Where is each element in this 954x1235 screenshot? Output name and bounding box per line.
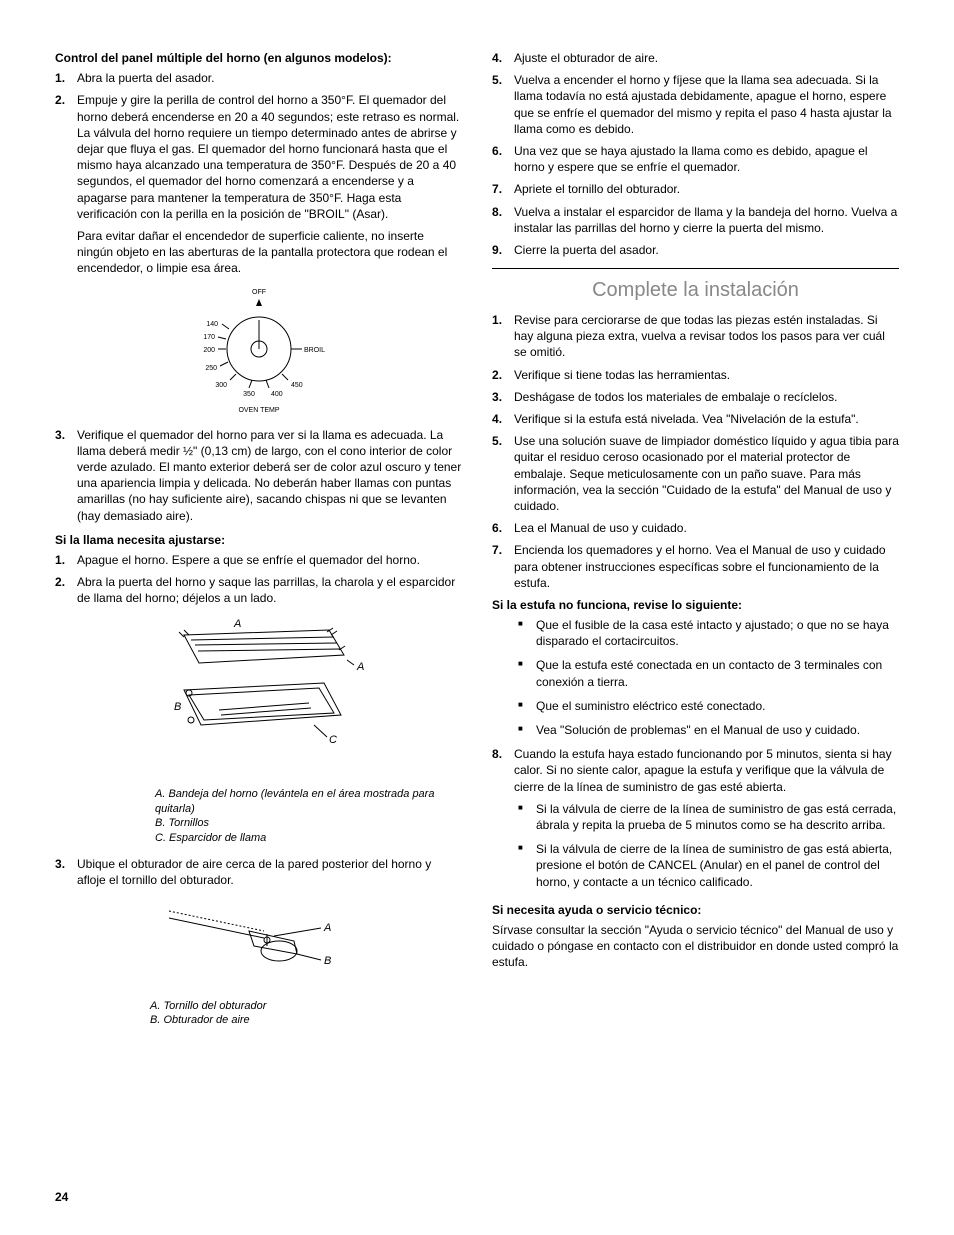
left-column: Control del panel múltiple del horno (en… xyxy=(55,50,462,1038)
heading-control-panel: Control del panel múltiple del horno (en… xyxy=(55,50,462,66)
svg-text:170: 170 xyxy=(203,334,215,341)
tray-caption: A. Bandeja del horno (levántela en el ár… xyxy=(55,787,462,846)
step-1: Abra la puerta del asador. xyxy=(55,70,462,86)
ci-step-1: Revise para cerciorarse de que todas las… xyxy=(492,312,899,361)
adj-step-1: Apague el horno. Espere a que se enfríe … xyxy=(55,552,462,568)
heading-need-help: Si necesita ayuda o servicio técnico: xyxy=(492,902,899,918)
igniter-warning-note: Para evitar dañar el encendedor de super… xyxy=(55,228,462,277)
adj-step-3: Ubique el obturador de aire cerca de la … xyxy=(55,856,462,888)
adj-step-2: Abra la puerta del horno y saque las par… xyxy=(55,574,462,606)
svg-text:OVEN TEMP: OVEN TEMP xyxy=(238,407,279,414)
tb-3: Que el suministro eléctrico esté conecta… xyxy=(514,698,899,714)
ci-step-7: Encienda los quemadores y el horno. Vea … xyxy=(492,542,899,591)
svg-text:BROIL: BROIL xyxy=(304,347,325,354)
ci-step-5: Use una solución suave de limpiador domé… xyxy=(492,433,899,514)
ci-step-4: Verifique si la estufa está nivelada. Ve… xyxy=(492,411,899,427)
complete-install-steps: Revise para cerciorarse de que todas las… xyxy=(492,312,899,591)
control-panel-steps-cont: Verifique el quemador del horno para ver… xyxy=(55,427,462,524)
shutter-caption: A. Tornillo del obturador B. Obturador d… xyxy=(55,999,462,1029)
step-2: Empuje y gire la perilla de control del … xyxy=(55,92,462,222)
heading-not-working: Si la estufa no funciona, revise lo sigu… xyxy=(492,597,899,613)
vb-2: Si la válvula de cierre de la línea de s… xyxy=(514,841,899,890)
adj-step-8: Vuelva a instalar el esparcidor de llama… xyxy=(492,204,899,236)
air-shutter-diagram: A B xyxy=(55,896,462,990)
valve-bullets-wrap: Si la válvula de cierre de la línea de s… xyxy=(492,801,899,890)
svg-text:450: 450 xyxy=(291,382,303,389)
adj-step-7: Apriete el tornillo del obturador. xyxy=(492,181,899,197)
svg-text:140: 140 xyxy=(206,321,218,328)
svg-text:A: A xyxy=(323,922,331,934)
caption-c: C. Esparcidor de llama xyxy=(155,831,462,846)
heading-flame-adjust: Si la llama necesita ajustarse: xyxy=(55,532,462,548)
svg-text:B: B xyxy=(324,955,331,967)
page-number: 24 xyxy=(55,1189,68,1205)
svg-text:B: B xyxy=(174,701,181,713)
caption-a: A. Bandeja del horno (levántela en el ár… xyxy=(155,787,462,817)
right-column: Ajuste el obturador de aire. Vuelva a en… xyxy=(492,50,899,1038)
ci-step-2: Verifique si tiene todas las herramienta… xyxy=(492,367,899,383)
oven-tray-diagram: A A B C xyxy=(55,615,462,779)
ci-step-8: Cuando la estufa haya estado funcionando… xyxy=(492,746,899,795)
svg-text:A: A xyxy=(233,618,241,630)
flame-adjust-steps: Apague el horno. Espere a que se enfríe … xyxy=(55,552,462,607)
adj-step-4: Ajuste el obturador de aire. xyxy=(492,50,899,66)
tb-2: Que la estufa esté conectada en un conta… xyxy=(514,657,899,689)
vb-1: Si la válvula de cierre de la línea de s… xyxy=(514,801,899,833)
adj-step-5: Vuelva a encender el horno y fíjese que … xyxy=(492,72,899,137)
complete-install-steps-cont: Cuando la estufa haya estado funcionando… xyxy=(492,746,899,795)
svg-text:400: 400 xyxy=(271,391,283,398)
two-column-layout: Control del panel múltiple del horno (en… xyxy=(55,50,899,1038)
troubleshoot-bullets: Que el fusible de la casa esté intacto y… xyxy=(514,617,899,738)
svg-text:OFF: OFF xyxy=(252,289,266,296)
control-panel-steps: Abra la puerta del asador. Empuje y gire… xyxy=(55,70,462,222)
svg-text:250: 250 xyxy=(205,365,217,372)
tb-4: Vea "Solución de problemas" en el Manual… xyxy=(514,722,899,738)
troubleshoot-bullets-wrap: Que el fusible de la casa esté intacto y… xyxy=(492,617,899,738)
svg-text:350: 350 xyxy=(243,391,255,398)
caption-b: B. Tornillos xyxy=(155,816,462,831)
svg-text:300: 300 xyxy=(215,382,227,389)
flame-adjust-steps-cont: Ubique el obturador de aire cerca de la … xyxy=(55,856,462,888)
help-text: Sírvase consultar la sección "Ayuda o se… xyxy=(492,922,899,971)
shutter-caption-a: A. Tornillo del obturador xyxy=(150,999,462,1014)
valve-bullets: Si la válvula de cierre de la línea de s… xyxy=(514,801,899,890)
section-title-complete: Complete la instalación xyxy=(492,268,899,304)
ci-step-3: Deshágase de todos los materiales de emb… xyxy=(492,389,899,405)
svg-text:A: A xyxy=(356,661,364,673)
adj-step-9: Cierre la puerta del asador. xyxy=(492,242,899,258)
tb-1: Que el fusible de la casa esté intacto y… xyxy=(514,617,899,649)
svg-text:200: 200 xyxy=(203,347,215,354)
svg-text:C: C xyxy=(329,734,337,746)
adj-step-6: Una vez que se haya ajustado la llama co… xyxy=(492,143,899,175)
flame-adjust-steps-right: Ajuste el obturador de aire. Vuelva a en… xyxy=(492,50,899,258)
shutter-caption-b: B. Obturador de aire xyxy=(150,1013,462,1028)
oven-dial-diagram: OFF 140 170 200 xyxy=(55,284,462,418)
step-3: Verifique el quemador del horno para ver… xyxy=(55,427,462,524)
ci-step-6: Lea el Manual de uso y cuidado. xyxy=(492,520,899,536)
